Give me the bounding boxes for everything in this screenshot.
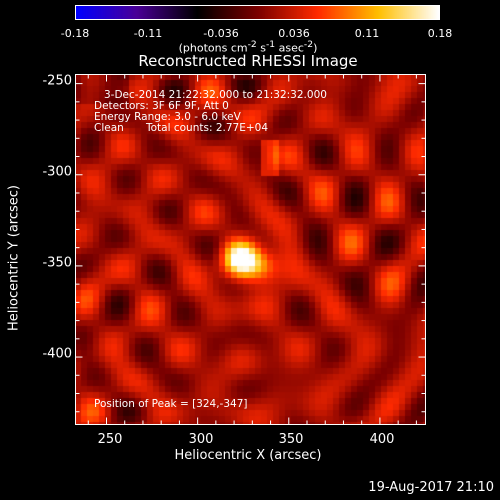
method-label: Clean <box>94 122 124 134</box>
x-tick-label: 400 <box>369 432 395 447</box>
colorbar-tick: 0.11 <box>354 27 380 40</box>
total-counts-label: Total counts: 2.77E+04 <box>146 122 269 134</box>
y-tick-label: -400 <box>42 346 72 362</box>
time-range-label: 3-Dec-2014 21:22:32.000 to 21:32:32.000 <box>104 89 327 101</box>
x-tick-label: 250 <box>97 432 123 447</box>
energy-range-label: Energy Range: 3.0 - 6.0 keV <box>94 111 241 123</box>
y-tick-label: -250 <box>42 73 72 89</box>
y-tick-label: -350 <box>42 255 72 271</box>
colorbar-tick: 0.18 <box>427 27 453 40</box>
chart-title: Reconstructed RHESSI Image <box>138 52 358 70</box>
x-tick-label: 350 <box>278 432 304 447</box>
colorbar <box>75 5 440 20</box>
x-axis-label: Heliocentric X (arcsec) <box>174 448 322 463</box>
colorbar-tick: -0.18 <box>60 27 90 40</box>
y-axis-label: Heliocentric Y (arcsec) <box>6 185 22 331</box>
heatmap-image <box>75 74 425 424</box>
detectors-label: Detectors: 3F 6F 9F, Att 0 <box>94 100 229 112</box>
colorbar-units: (photons cm-2 s-1 asec-2) <box>178 39 318 55</box>
timestamp-footer: 19-Aug-2017 21:10 <box>368 480 494 495</box>
plot-frame <box>75 74 426 425</box>
peak-position-label: Position of Peak = [324,-347] <box>94 398 248 410</box>
colorbar-tick: -0.11 <box>133 27 163 40</box>
colorbar-tick: 0.036 <box>278 27 310 40</box>
x-tick-label: 300 <box>188 432 214 447</box>
y-tick-label: -300 <box>42 164 72 180</box>
colorbar-tick: -0.036 <box>203 27 239 40</box>
